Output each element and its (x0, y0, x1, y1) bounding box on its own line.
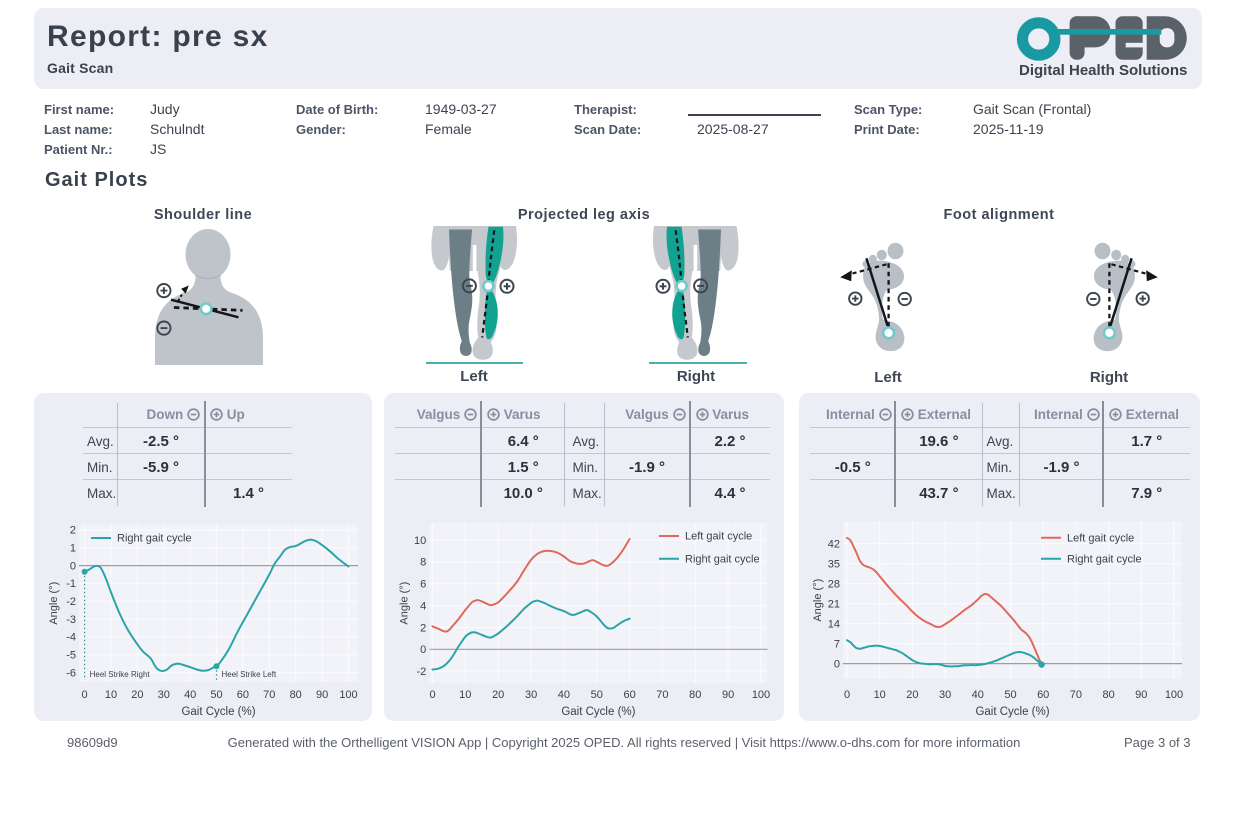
svg-text:60: 60 (237, 689, 249, 701)
svg-text:Angle (°): Angle (°) (48, 582, 60, 625)
svg-text:1: 1 (70, 543, 76, 555)
svg-text:42: 42 (828, 538, 840, 550)
svg-text:28: 28 (828, 578, 840, 590)
svg-text:2: 2 (420, 622, 426, 634)
svg-text:Left gait cycle: Left gait cycle (1067, 532, 1134, 544)
svg-text:80: 80 (689, 689, 701, 701)
svg-text:20: 20 (906, 689, 918, 701)
svg-text:50: 50 (210, 689, 222, 701)
svg-text:70: 70 (656, 689, 668, 701)
svg-text:40: 40 (558, 689, 570, 701)
svg-text:40: 40 (972, 689, 984, 701)
svg-text:100: 100 (339, 689, 357, 701)
svg-text:90: 90 (722, 689, 734, 701)
svg-text:-1: -1 (66, 578, 76, 590)
svg-text:20: 20 (131, 689, 143, 701)
svg-text:10: 10 (874, 689, 886, 701)
svg-text:70: 70 (1070, 689, 1082, 701)
svg-text:2: 2 (70, 525, 76, 537)
svg-text:Angle (°): Angle (°) (812, 579, 824, 622)
svg-text:Right gait cycle: Right gait cycle (685, 553, 760, 565)
svg-text:80: 80 (1102, 689, 1114, 701)
svg-text:0: 0 (844, 689, 850, 701)
svg-text:0: 0 (70, 560, 76, 572)
svg-text:80: 80 (290, 689, 302, 701)
svg-text:10: 10 (105, 689, 117, 701)
svg-text:40: 40 (184, 689, 196, 701)
svg-text:Angle (°): Angle (°) (398, 582, 410, 625)
svg-text:20: 20 (492, 689, 504, 701)
svg-text:0: 0 (429, 689, 435, 701)
svg-text:-5: -5 (66, 650, 76, 662)
svg-text:90: 90 (316, 689, 328, 701)
svg-text:10: 10 (414, 535, 426, 547)
svg-text:100: 100 (752, 689, 770, 701)
svg-text:100: 100 (1165, 689, 1183, 701)
svg-text:0: 0 (834, 658, 840, 670)
svg-text:Left gait cycle: Left gait cycle (685, 531, 752, 543)
svg-text:Gait Cycle (%): Gait Cycle (%) (561, 706, 635, 718)
svg-text:Heel Strike Left: Heel Strike Left (222, 670, 277, 679)
svg-text:-3: -3 (66, 614, 76, 626)
svg-text:50: 50 (591, 689, 603, 701)
svg-text:7: 7 (834, 638, 840, 650)
svg-text:50: 50 (1004, 689, 1016, 701)
svg-text:10: 10 (459, 689, 471, 701)
svg-text:60: 60 (623, 689, 635, 701)
svg-text:4: 4 (420, 600, 426, 612)
svg-text:21: 21 (828, 598, 840, 610)
svg-text:Gait Cycle (%): Gait Cycle (%) (181, 706, 255, 718)
svg-text:-2: -2 (66, 596, 76, 608)
svg-text:70: 70 (263, 689, 275, 701)
svg-text:Gait Cycle (%): Gait Cycle (%) (975, 706, 1049, 718)
svg-text:14: 14 (828, 618, 840, 630)
svg-text:8: 8 (420, 557, 426, 569)
svg-text:6: 6 (420, 579, 426, 591)
svg-text:-2: -2 (417, 666, 427, 678)
svg-text:Right gait cycle: Right gait cycle (117, 533, 192, 545)
svg-text:-6: -6 (66, 667, 76, 679)
svg-text:90: 90 (1135, 689, 1147, 701)
svg-text:Heel Strike Right: Heel Strike Right (90, 670, 151, 679)
svg-text:30: 30 (939, 689, 951, 701)
svg-text:-4: -4 (66, 632, 76, 644)
svg-text:0: 0 (82, 689, 88, 701)
svg-text:0: 0 (420, 644, 426, 656)
svg-text:Right gait cycle: Right gait cycle (1067, 554, 1142, 566)
svg-text:35: 35 (828, 558, 840, 570)
svg-text:30: 30 (158, 689, 170, 701)
svg-text:30: 30 (525, 689, 537, 701)
svg-text:60: 60 (1037, 689, 1049, 701)
